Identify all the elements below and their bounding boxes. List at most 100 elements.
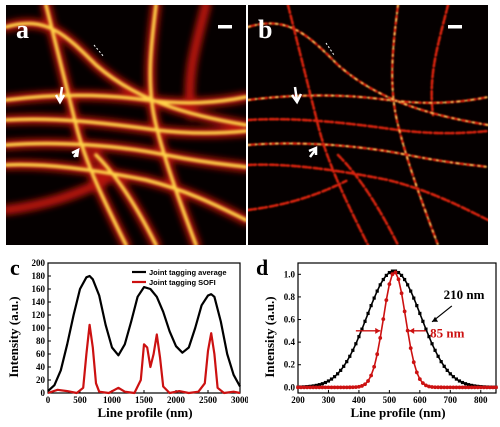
- y-tick-label: 20: [36, 375, 46, 385]
- series-marker: [454, 377, 458, 381]
- series-marker: [494, 385, 498, 390]
- series-marker: [305, 385, 310, 390]
- series-marker: [433, 385, 437, 390]
- series-marker: [460, 380, 465, 385]
- series-marker: [414, 370, 419, 375]
- series-marker: [466, 385, 471, 390]
- series-marker: [399, 291, 404, 296]
- series-marker: [336, 372, 340, 376]
- series-marker: [332, 385, 337, 390]
- series-marker: [463, 382, 468, 386]
- series-marker: [378, 336, 383, 340]
- x-tick-label: 400: [352, 395, 366, 405]
- series-marker: [484, 385, 489, 390]
- arrow-icon: [308, 146, 318, 158]
- series-marker: [409, 289, 413, 293]
- series-marker: [445, 368, 449, 372]
- panel-label-d: d: [256, 255, 268, 280]
- chart-c: c 0 500 1000 1500 2000 2500 3000 0 20 40 60 80 100 12…: [0, 255, 250, 422]
- y-tick-label: 200: [32, 258, 46, 268]
- series-marker: [378, 283, 382, 287]
- series-marker: [357, 384, 361, 389]
- series-marker: [332, 375, 337, 379]
- series-marker: [384, 273, 388, 277]
- series-marker: [399, 273, 404, 277]
- series-marker: [326, 379, 331, 383]
- y-tick-label: 0.6: [284, 315, 296, 325]
- series-marker: [381, 317, 386, 322]
- series-marker: [326, 385, 331, 390]
- series-marker: [314, 385, 319, 390]
- y-tick-label: 0: [41, 388, 46, 398]
- legend-entry: Joint tagging average: [149, 268, 227, 277]
- series-marker: [457, 379, 462, 383]
- series-marker: [433, 348, 437, 352]
- y-tick-label: 60: [36, 349, 46, 359]
- series-marker: [372, 364, 377, 369]
- series-marker: [317, 383, 321, 387]
- series-marker: [430, 342, 434, 346]
- panel-label-c: c: [10, 255, 20, 280]
- series-marker: [348, 354, 352, 358]
- series-marker: [296, 385, 300, 390]
- series-marker: [360, 384, 364, 388]
- series-marker: [439, 385, 444, 390]
- series-marker: [360, 327, 364, 331]
- series-marker: [344, 385, 349, 390]
- arrow-icon: [375, 327, 381, 334]
- y-tick-label: 0.8: [284, 292, 296, 302]
- series-marker: [454, 385, 459, 390]
- series-marker: [424, 383, 428, 388]
- series-marker: [491, 385, 495, 390]
- annotation-fwhm-red: 85 nm: [430, 326, 464, 341]
- series-marker: [408, 346, 413, 351]
- series-marker: [406, 283, 410, 287]
- series-line-2: [47, 323, 241, 395]
- panel-label-b: b: [258, 15, 272, 44]
- plot-frame: [297, 262, 497, 394]
- chart-d-annotations: 210 nm 85 nm: [355, 287, 485, 341]
- series-marker: [427, 384, 431, 389]
- series-marker: [448, 372, 452, 376]
- series-marker: [463, 385, 468, 390]
- y-tick-label: 0.2: [284, 360, 296, 370]
- series-marker: [311, 385, 316, 390]
- series-marker: [469, 385, 474, 390]
- series-marker: [320, 382, 324, 386]
- y-tick-label: 160: [32, 284, 46, 294]
- y-tick-label: 120: [32, 310, 46, 320]
- y-tick-label: 100: [32, 323, 46, 333]
- legend-entry: Joint tagging SOFI: [149, 278, 216, 287]
- series-marker: [372, 296, 376, 300]
- annotation-fwhm-black: 210 nm: [444, 287, 485, 302]
- series-marker: [475, 385, 480, 390]
- arrow-icon: [409, 327, 415, 334]
- x-tick-label: 2500: [199, 395, 218, 405]
- chart-d-axes: 200 300 400 500 600 700 800 0.0 0.2 0.4 0.6 0.8 1.0: [284, 262, 497, 405]
- x-tick-label: 3000: [231, 395, 248, 405]
- series-marker: [323, 385, 328, 390]
- series-marker: [320, 385, 325, 390]
- y-tick-label: 1.0: [284, 269, 296, 279]
- series-marker: [335, 385, 340, 390]
- x-tick-label: 500: [383, 395, 397, 405]
- series-marker: [451, 375, 455, 379]
- series-marker: [415, 303, 419, 308]
- x-tick-label: 1500: [135, 395, 154, 405]
- arrow-icon: [290, 86, 303, 105]
- series-marker: [302, 385, 306, 390]
- series-marker: [347, 385, 352, 390]
- series-marker: [342, 364, 346, 368]
- series-marker: [390, 269, 395, 273]
- chart-c-axes: 0 500 1000 1500 2000 2500 30000204060801001201…: [32, 258, 250, 405]
- series-marker: [451, 385, 456, 390]
- series-marker: [396, 277, 401, 282]
- series-marker: [375, 352, 380, 357]
- series-marker: [387, 270, 391, 275]
- series-marker: [363, 382, 367, 387]
- series-marker: [345, 360, 349, 364]
- series-marker: [402, 309, 407, 314]
- series-marker: [354, 342, 358, 346]
- y-tick-label: 180: [32, 271, 46, 281]
